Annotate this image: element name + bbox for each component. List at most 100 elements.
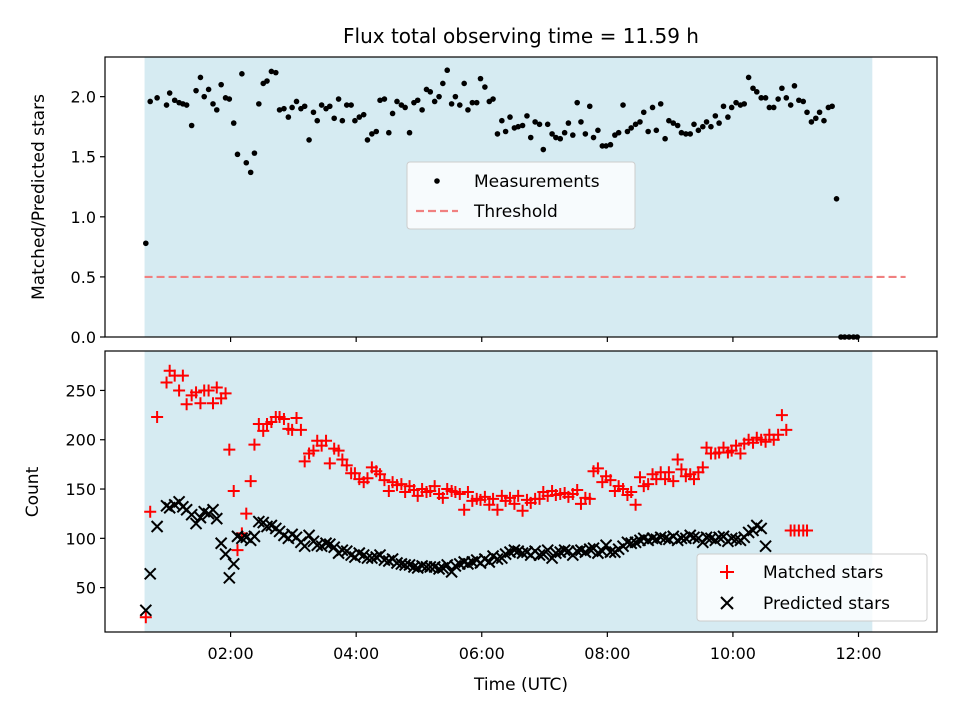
predicted-stars-point [219, 547, 232, 561]
measurement-point [645, 128, 651, 135]
measurement-point [461, 80, 467, 87]
matched-stars-point [775, 409, 788, 422]
predicted-stars-point [491, 552, 504, 566]
measurement-point [662, 135, 668, 142]
matched-stars-point [458, 503, 471, 516]
measurement-point [285, 114, 292, 120]
matched-stars-point [176, 369, 189, 382]
matched-stars-point [759, 435, 772, 448]
measurement-point [406, 129, 413, 136]
measurement-point [452, 93, 459, 100]
measurement-point [607, 141, 614, 148]
measurement-point [414, 97, 421, 104]
measurement-point [586, 103, 593, 110]
measurement-point [762, 95, 769, 101]
measurement-point [494, 131, 501, 137]
top-ytick-label: 1.5 [71, 148, 96, 167]
predicted-stars-point [508, 543, 521, 557]
measurement-point [490, 96, 496, 102]
predicted-stars-point [483, 555, 496, 569]
measurement-point [377, 97, 383, 104]
predicted-stars-point [541, 543, 554, 557]
measurement-point [653, 127, 660, 134]
matched-stars-point [625, 485, 638, 498]
measurement-point [427, 89, 434, 95]
bottom-xlabel: Time (UTC) [473, 675, 568, 695]
measurement-point [813, 115, 819, 122]
measurement-point [272, 69, 279, 76]
measurement-point [536, 121, 543, 128]
measurement-point [281, 105, 287, 112]
matched-stars-point [772, 428, 785, 441]
matched-stars-point [207, 397, 220, 410]
matched-stars-point [194, 397, 207, 410]
bottom-xtick-label: 10:00 [710, 644, 756, 663]
predicted-stars-point [684, 529, 697, 542]
bottom-ytick-label: 200 [65, 431, 96, 450]
matched-stars-point [257, 424, 270, 437]
measurement-point [766, 104, 773, 111]
measurement-point [419, 107, 425, 113]
measurement-point [331, 115, 337, 122]
measurement-point [649, 104, 656, 111]
legend-measurements-label: Measurements [474, 172, 600, 192]
predicted-stars-point [558, 543, 571, 557]
measurement-point [829, 103, 835, 110]
measurement-point [301, 103, 308, 110]
predicted-stars-point [327, 540, 341, 554]
measurement-point [816, 109, 823, 116]
measurement-point [243, 159, 250, 166]
measurement-point [833, 196, 840, 202]
measurement-point [360, 111, 367, 118]
measurement-point [193, 87, 199, 94]
matched-stars-point [378, 474, 391, 487]
predicted-stars-point [210, 512, 223, 525]
bottom-xtick-label: 04:00 [333, 644, 379, 663]
measurement-point [369, 131, 375, 137]
measurement-point [394, 98, 400, 105]
measurement-point [234, 151, 241, 158]
legend-measurements-marker [434, 178, 440, 184]
measurement-point [343, 102, 350, 108]
matched-stars-point [591, 462, 604, 475]
matched-stars-point [671, 453, 684, 466]
measurement-point [695, 127, 702, 134]
measurement-point [549, 131, 555, 137]
measurement-point [183, 102, 190, 108]
measurement-point [306, 137, 312, 143]
matched-stars-point [202, 384, 215, 397]
measurement-point [218, 81, 224, 88]
measurement-point [620, 102, 626, 108]
matched-stars-point [382, 485, 395, 498]
predicted-stars-point [206, 503, 220, 516]
predicted-stars-point [712, 531, 726, 544]
matched-stars-point [478, 490, 491, 503]
measurement-point [775, 96, 781, 102]
predicted-stars-point [150, 520, 164, 533]
measurement-point [578, 119, 584, 125]
measurement-point [683, 131, 689, 137]
bottom-legend: Matched stars Predicted stars [696, 553, 928, 622]
matched-stars-point [667, 475, 680, 488]
matched-stars-point [227, 485, 240, 498]
measurement-point [657, 101, 664, 107]
matched-stars-point [248, 438, 261, 451]
matched-stars-point [307, 444, 320, 457]
measurement-point [678, 129, 685, 136]
measurement-point [699, 123, 706, 130]
measurement-point [314, 117, 321, 124]
measurement-point [753, 89, 760, 95]
predicted-stars-point [194, 511, 207, 524]
measurement-point [595, 127, 601, 134]
measurement-point [268, 68, 275, 75]
measurement-point [335, 96, 342, 102]
matched-stars-point [461, 485, 474, 498]
matched-stars-point [144, 505, 157, 518]
measurement-point [444, 67, 451, 74]
measurement-point [787, 102, 794, 108]
top-axes-frame [104, 56, 938, 338]
matched-stars-point [244, 475, 257, 488]
matched-stars-point [361, 472, 374, 485]
matched-stars-point [662, 466, 675, 479]
predicted-stars-point [675, 532, 688, 545]
